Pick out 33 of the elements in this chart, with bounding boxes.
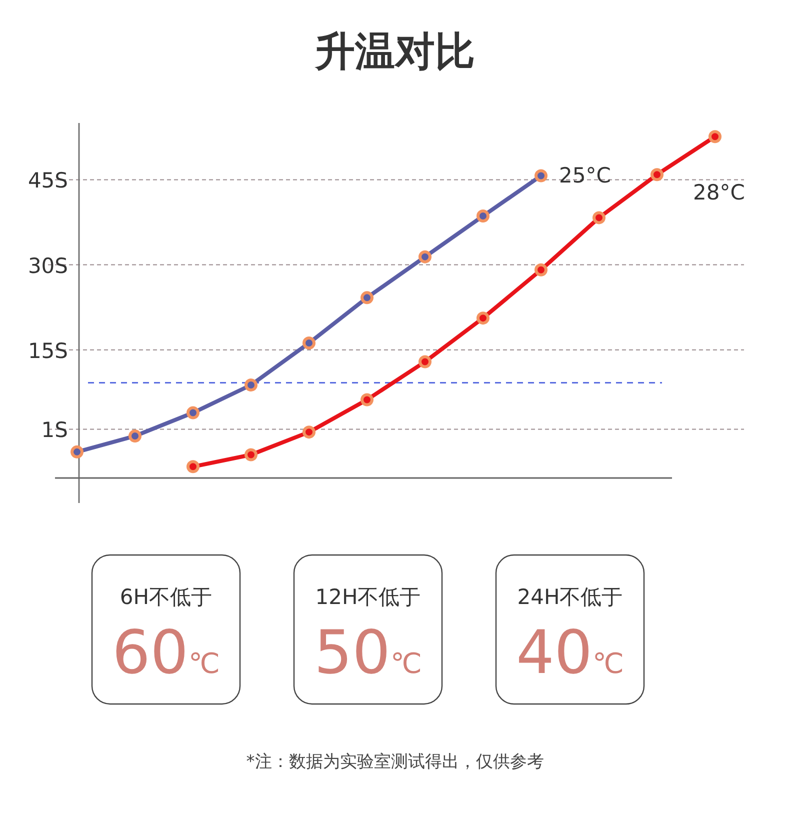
y-tick-label: 45S — [28, 168, 68, 193]
point — [592, 211, 606, 224]
series-label: 28°C — [693, 180, 745, 205]
series-label: 25°C — [559, 164, 611, 188]
point — [708, 130, 722, 144]
text: 24H不低于 — [517, 585, 623, 609]
chart-title: 升温对比 — [314, 29, 475, 75]
y-tick-label: 1S — [41, 418, 68, 442]
point — [186, 460, 200, 474]
point — [186, 406, 200, 420]
point — [476, 312, 490, 325]
text: 60℃ — [112, 618, 220, 688]
point — [360, 393, 374, 406]
point — [476, 210, 490, 223]
text: 40℃ — [516, 618, 624, 688]
point — [360, 291, 374, 304]
text: 12H不低于 — [315, 585, 421, 609]
point — [418, 250, 432, 264]
text: 50℃ — [314, 618, 422, 688]
point — [650, 168, 664, 182]
point — [418, 355, 432, 368]
y-tick-label: 15S — [28, 338, 68, 363]
point — [244, 378, 258, 392]
point — [128, 430, 142, 443]
point — [534, 169, 548, 182]
point — [302, 336, 316, 350]
point — [70, 445, 84, 458]
text: 6H不低于 — [120, 585, 212, 609]
point — [302, 426, 316, 439]
point — [534, 263, 548, 276]
point — [244, 448, 258, 462]
text: *注：数据为实验室测试得出，仅供参考 — [246, 752, 544, 772]
y-tick-label: 30S — [28, 254, 68, 278]
